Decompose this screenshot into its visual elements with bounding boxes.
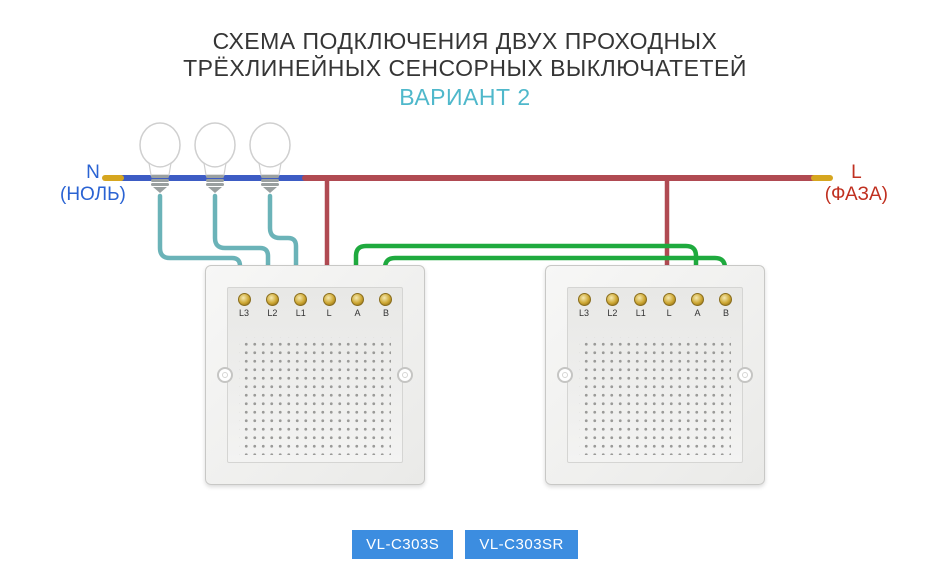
vent-grid [239, 337, 391, 455]
product-label-left: VL-C303S [352, 530, 453, 559]
terminal-L3: L3 [575, 293, 593, 318]
terminal-L: L [320, 293, 338, 318]
terminal-B: B [377, 293, 395, 318]
terminal-L2: L2 [603, 293, 621, 318]
terminal-A: A [689, 293, 707, 318]
terminal-B: B [717, 293, 735, 318]
wiring-diagram [0, 0, 930, 581]
switch-module-right: L3 L2 L1 LAB [545, 265, 765, 485]
terminal-L1: L1 [292, 293, 310, 318]
terminal-L: L [660, 293, 678, 318]
terminal-A: A [349, 293, 367, 318]
terminal-L3: L3 [235, 293, 253, 318]
terminal-strip: L3 L2 L1 LAB [575, 293, 735, 319]
terminal-strip: L3 L2 L1 LAB [235, 293, 395, 319]
product-label-right: VL-C303SR [465, 530, 578, 559]
vent-grid [579, 337, 731, 455]
switch-module-left: L3 L2 L1 LAB [205, 265, 425, 485]
terminal-L1: L1 [632, 293, 650, 318]
terminal-L2: L2 [263, 293, 281, 318]
product-labels: VL-C303S VL-C303SR [0, 530, 930, 559]
